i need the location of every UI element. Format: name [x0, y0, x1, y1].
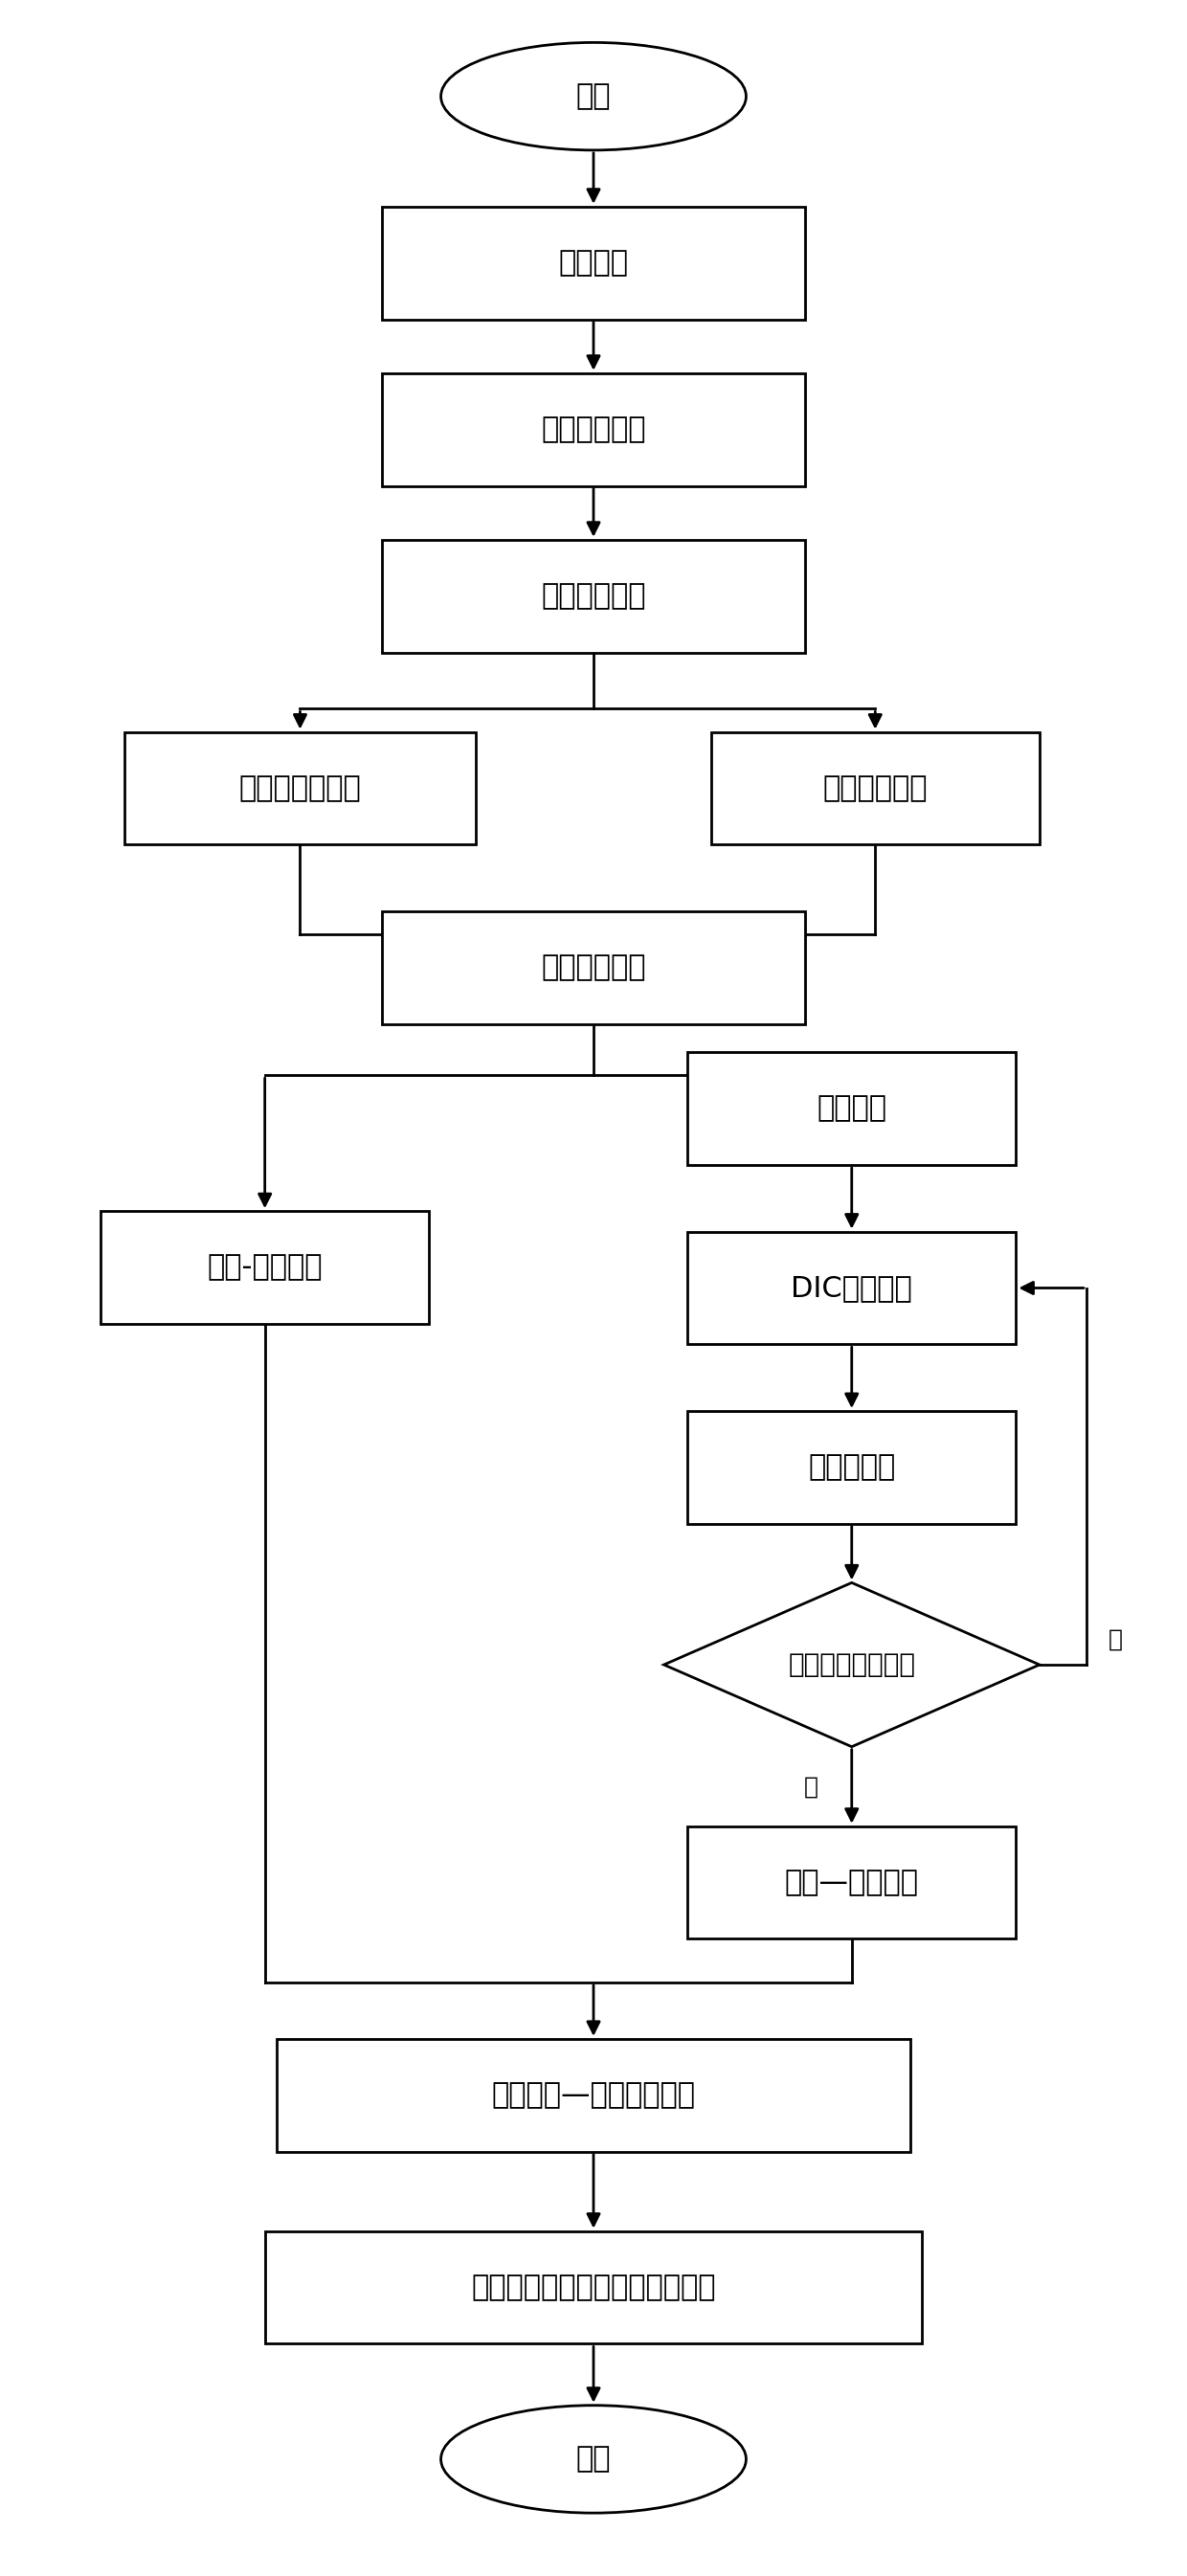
Text: 启动试验设备: 启动试验设备 — [541, 953, 646, 981]
Text: 是: 是 — [1109, 1628, 1123, 1651]
Bar — [277, 2038, 910, 2151]
Text: 加热和冷却程序: 加热和冷却程序 — [239, 775, 361, 801]
Text: 开始: 开始 — [576, 82, 611, 111]
Text: 准备试验环境: 准备试验环境 — [541, 415, 646, 443]
Text: 调整试验参数: 调整试验参数 — [541, 582, 646, 611]
Bar — [382, 206, 805, 319]
Bar — [123, 732, 476, 845]
Bar — [382, 374, 805, 487]
Bar — [265, 2231, 922, 2344]
Text: DIC分析软件: DIC分析软件 — [791, 1275, 913, 1301]
Text: 金相图像: 金相图像 — [817, 1095, 887, 1123]
Polygon shape — [664, 1582, 1040, 1747]
Bar — [687, 1231, 1016, 1345]
Bar — [382, 541, 805, 652]
Ellipse shape — [440, 2406, 747, 2514]
Text: 绘制应变—温度膨胀曲线: 绘制应变—温度膨胀曲线 — [491, 2081, 696, 2110]
Bar — [382, 912, 805, 1025]
Text: 应变—时间曲线: 应变—时间曲线 — [785, 1868, 919, 1896]
Text: 应变是否存在噪点: 应变是否存在噪点 — [788, 1651, 915, 1677]
Text: 应变场分布: 应变场分布 — [808, 1453, 895, 1481]
Text: 温度-时间曲线: 温度-时间曲线 — [208, 1255, 323, 1280]
Text: 结束: 结束 — [576, 2445, 611, 2473]
Text: 否: 否 — [804, 1775, 818, 1798]
Bar — [687, 1051, 1016, 1164]
Ellipse shape — [440, 44, 747, 149]
Bar — [687, 1412, 1016, 1525]
Text: 试样制备: 试样制备 — [559, 250, 628, 276]
Bar — [687, 1826, 1016, 1940]
Bar — [711, 732, 1040, 845]
Text: 采用切线法确定相变临界点温度: 采用切线法确定相变临界点温度 — [471, 2275, 716, 2300]
Text: 调节摄像参数: 调节摄像参数 — [823, 775, 927, 801]
Bar — [101, 1211, 430, 1324]
